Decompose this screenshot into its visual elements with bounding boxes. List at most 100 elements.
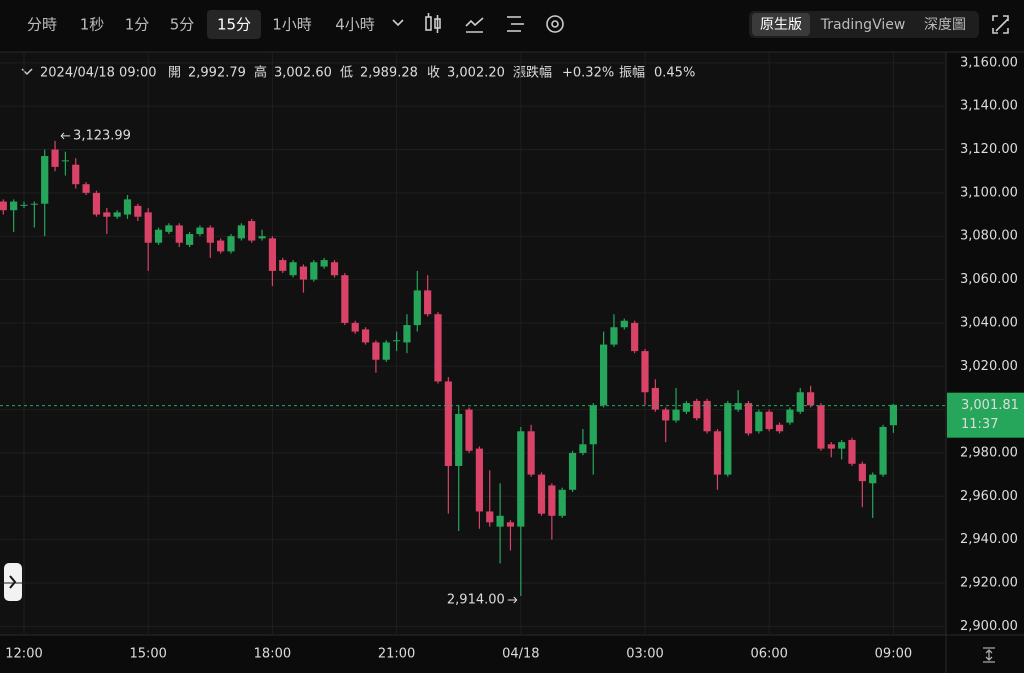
y-tick-label: 2,980.00 <box>960 445 1018 460</box>
candle-body <box>506 522 515 527</box>
legend-value: 0.45% <box>654 66 695 81</box>
annotation-arrow <box>60 132 71 140</box>
indicator-icon[interactable] <box>465 17 484 33</box>
candle-body <box>527 431 535 475</box>
candle-body <box>289 262 297 276</box>
candle-type-icon[interactable] <box>425 13 441 33</box>
candle-body <box>144 212 152 243</box>
legend-value: 2,992.79 <box>188 66 246 81</box>
candle-body <box>869 474 877 484</box>
view-selected <box>752 13 810 36</box>
last-price-label: 3,001.81 <box>961 398 1019 413</box>
y-tick-label: 2,900.00 <box>960 619 1018 634</box>
legend-date: 2024/04/18 09:00 <box>40 66 157 81</box>
candle-body <box>258 236 266 239</box>
x-tick-label: 12:00 <box>5 647 42 662</box>
candle-body <box>600 344 608 406</box>
legend-label: 高 <box>254 65 267 81</box>
candle-body <box>724 403 732 475</box>
interval-tab[interactable]: 1秒 <box>80 16 105 34</box>
more-intervals[interactable] <box>392 19 404 27</box>
candle-body <box>817 405 825 449</box>
y-tick-label: 3,080.00 <box>960 229 1018 244</box>
interval-tab[interactable]: 15分 <box>217 16 251 34</box>
scroll-button[interactable] <box>4 563 22 601</box>
candle-body <box>827 444 835 449</box>
countdown-label: 11:37 <box>961 417 998 432</box>
x-tick-label: 15:00 <box>129 647 166 662</box>
view-tab[interactable]: TradingView <box>820 17 906 33</box>
candle-body <box>51 149 59 167</box>
candle-body <box>403 325 411 343</box>
candle-body <box>279 260 287 271</box>
candle-body <box>548 485 556 516</box>
candle-body <box>351 322 359 332</box>
candle-body <box>568 452 577 490</box>
interval-tab[interactable]: 5分 <box>170 16 195 34</box>
candle-body <box>734 403 742 410</box>
candle-body <box>517 431 525 527</box>
candle-body <box>631 322 639 352</box>
candle-body <box>20 204 28 206</box>
legend-value: +0.32% <box>562 66 614 81</box>
candle-body <box>765 411 773 430</box>
candle-body <box>579 444 587 453</box>
toolbar: 分時 1秒 1分 5分 15分 1小時 4小時 原生版 TradingView 深度圖 <box>27 10 1009 39</box>
candle-body <box>713 431 722 475</box>
candle-body <box>299 266 308 280</box>
extreme-annotation: 3,123.99 <box>60 128 131 143</box>
candle-body <box>154 229 163 243</box>
interval-tab[interactable]: 1分 <box>125 16 150 34</box>
candle-body <box>744 403 753 434</box>
candle-body <box>796 392 804 412</box>
candle-body <box>165 225 173 232</box>
candle-body <box>620 320 628 328</box>
candle-body <box>662 409 670 421</box>
candle-body <box>268 238 276 271</box>
candle-body <box>651 387 659 410</box>
candle-body <box>496 515 504 527</box>
settings-icon[interactable] <box>546 15 564 33</box>
candle-body <box>113 212 121 217</box>
legend-value: 2,989.28 <box>360 66 418 81</box>
legend-label: 振幅 <box>619 66 645 81</box>
axis-reset-icon[interactable] <box>983 647 995 663</box>
candle-body <box>41 156 49 204</box>
candle-body <box>455 413 463 466</box>
candle-body <box>672 409 680 421</box>
candle-body <box>134 205 142 217</box>
interval-tab[interactable]: 1小時 <box>272 16 312 34</box>
legend-label: 漲跌幅 <box>513 65 552 81</box>
fullscreen-icon[interactable] <box>992 15 1009 34</box>
interval-tab[interactable]: 4小時 <box>335 16 375 34</box>
candle-body <box>703 400 711 432</box>
candle-body <box>558 489 566 516</box>
view-tab[interactable]: 原生版 <box>760 17 802 33</box>
candle-body <box>61 160 69 162</box>
candle-body <box>838 442 846 449</box>
last-price-tag <box>947 392 1024 438</box>
candle-body <box>330 262 339 276</box>
annotation-label: 2,914.00 <box>447 592 505 607</box>
x-tick-label: 21:00 <box>378 647 415 662</box>
candle-body <box>858 463 866 482</box>
candle-body <box>610 327 618 345</box>
candle-body <box>465 409 473 451</box>
legend-value: 3,002.60 <box>274 66 332 81</box>
view-tab[interactable]: 深度圖 <box>924 17 966 33</box>
y-tick-label: 3,040.00 <box>960 315 1018 330</box>
y-tick-label: 3,160.00 <box>960 55 1018 70</box>
candle-body <box>196 227 204 235</box>
candle-body <box>382 342 390 360</box>
y-tick-label: 3,060.00 <box>960 272 1018 287</box>
candle-body <box>361 329 370 343</box>
drawing-icon[interactable] <box>507 16 524 32</box>
candle-body <box>393 340 401 342</box>
candle-body <box>206 227 214 243</box>
y-tick-label: 2,920.00 <box>960 575 1018 590</box>
interval-tab[interactable]: 分時 <box>27 16 57 34</box>
candle-body <box>217 240 225 252</box>
x-tick-label: 04/18 <box>502 647 539 662</box>
